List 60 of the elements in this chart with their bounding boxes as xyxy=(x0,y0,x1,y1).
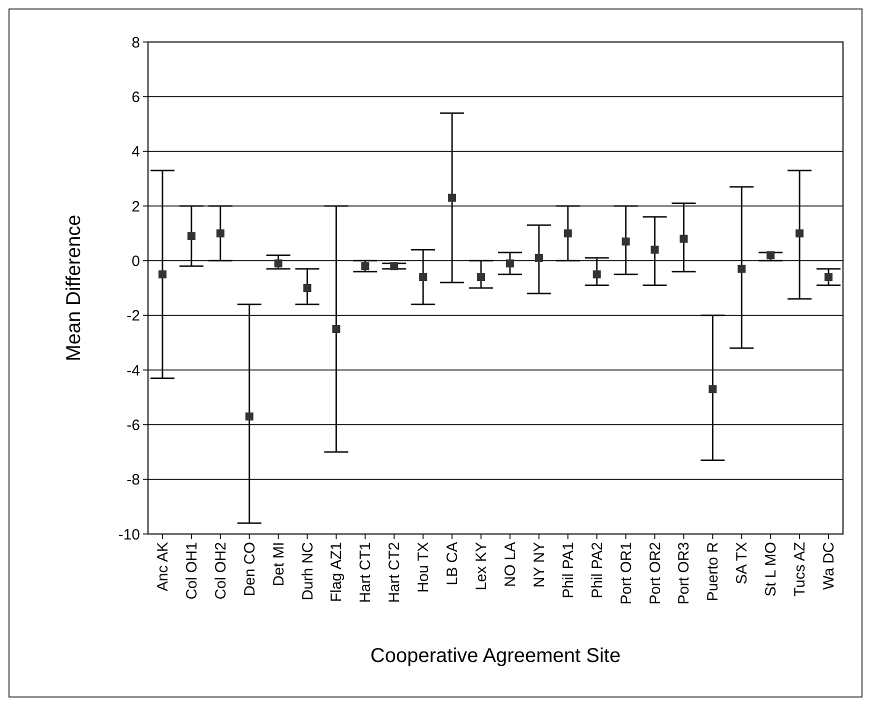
y-tick-label: 2 xyxy=(132,198,140,216)
point xyxy=(448,194,456,202)
point xyxy=(216,229,224,238)
y-tick-label: -4 xyxy=(126,362,140,380)
x-tick-label: Hart CT1 xyxy=(357,542,374,603)
point xyxy=(477,273,486,282)
point xyxy=(824,273,833,282)
x-tick-label: NO LA xyxy=(502,542,519,588)
x-tick-label: SA TX xyxy=(734,542,751,584)
y-tick-label: -2 xyxy=(126,308,140,325)
x-tick-label: LB CA xyxy=(444,542,462,586)
point xyxy=(738,264,746,273)
point xyxy=(390,262,398,270)
point xyxy=(158,270,166,278)
x-tick-label: Phil PA2 xyxy=(588,542,606,598)
x-tick-label: Port OR2 xyxy=(646,542,664,605)
y-tick-label: 4 xyxy=(132,144,140,161)
x-tick-label: Wa DC xyxy=(820,542,838,590)
x-tick-label: Port OR3 xyxy=(676,542,693,605)
x-tick-label: Col OH1 xyxy=(183,542,200,600)
y-tick-label: 0 xyxy=(132,252,140,270)
x-tick-label: Den CO xyxy=(241,542,258,596)
x-tick-label: St L MO xyxy=(762,542,780,596)
x-tick-label: Anc AK xyxy=(154,542,172,592)
x-tick-label: Lex KY xyxy=(473,542,490,590)
point xyxy=(274,259,282,268)
point xyxy=(361,262,370,270)
x-tick-label: Durh NC xyxy=(299,542,316,600)
point xyxy=(419,273,428,282)
x-tick-label: Puerto R xyxy=(704,542,722,602)
point xyxy=(592,270,601,278)
x-tick-label: Col OH2 xyxy=(212,542,230,600)
point xyxy=(506,259,514,268)
y-tick-label: -6 xyxy=(126,416,140,434)
point xyxy=(622,238,630,246)
x-tick-label: NY NY xyxy=(530,542,548,588)
y-axis-title: Mean Difference xyxy=(63,214,85,362)
x-tick-label: Tucs AZ xyxy=(792,542,809,596)
point xyxy=(245,412,254,420)
y-tick-label: 8 xyxy=(132,34,140,52)
point xyxy=(534,254,543,262)
point xyxy=(564,229,572,238)
point xyxy=(187,232,196,240)
x-tick-label: Flag AZ1 xyxy=(328,542,346,602)
x-tick-label: Hart CT2 xyxy=(386,542,404,603)
x-tick-label: Port OR1 xyxy=(618,542,635,605)
point xyxy=(650,246,659,254)
y-tick-label: -10 xyxy=(118,526,140,544)
y-tick-label: -8 xyxy=(126,472,140,489)
y-tick-label: 6 xyxy=(132,88,140,106)
point xyxy=(708,385,717,394)
x-tick-label: Det MI xyxy=(270,542,288,586)
point xyxy=(766,251,775,260)
point xyxy=(332,325,340,333)
x-axis-title: Cooperative Agreement Site xyxy=(370,645,621,667)
point xyxy=(796,229,804,238)
x-tick-label: Phil PA1 xyxy=(560,542,577,598)
point xyxy=(303,284,312,292)
x-tick-label: Hou TX xyxy=(415,542,432,593)
point xyxy=(680,234,688,243)
